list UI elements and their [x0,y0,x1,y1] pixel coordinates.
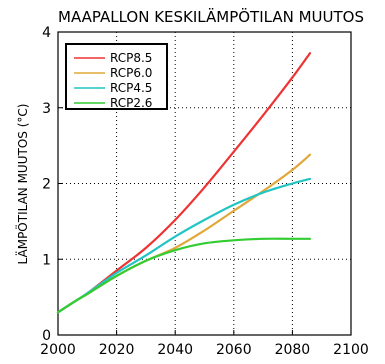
series-line-rcp26 [56,237,312,314]
y-tick-label: 0 [42,328,51,344]
legend-label: RCP4.5 [110,81,152,95]
x-tick-label: 2040 [157,342,193,358]
series-lines [56,52,312,314]
x-tick-label: 2060 [216,342,252,358]
y-tick-label: 2 [42,177,51,193]
x-tick-label: 2100 [333,342,369,358]
legend-label: RCP2.6 [110,96,152,110]
legend-label: RCP6.0 [110,66,152,80]
y-tick-label: 1 [42,252,51,268]
axis-ticks: 2000 2020 2040 2060 2080 2100 0 1 2 3 4 [40,25,369,358]
x-tick-label: 2000 [40,342,76,358]
x-tick-label: 2020 [99,342,135,358]
x-tick-label: 2080 [275,342,311,358]
series-line-rcp45 [56,177,312,314]
y-tick-label: 3 [42,101,51,117]
legend-box [65,43,168,110]
y-tick-label: 4 [42,25,51,41]
chart-title: MAAPALLON KESKILÄMPÖTILAN MUUTOS [58,7,364,26]
y-axis-label: LÄMPÖTILAN MUUTOS (°C) [14,104,30,265]
grid [58,32,351,335]
legend-label: RCP8.5 [110,51,152,65]
